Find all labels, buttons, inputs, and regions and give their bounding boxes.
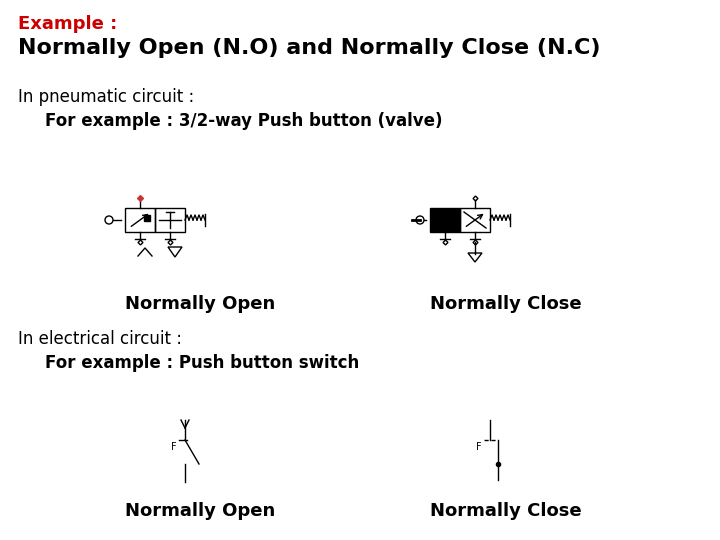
Bar [125, 208, 155, 232]
Text: For example : Push button switch: For example : Push button switch [45, 354, 359, 372]
Bar [430, 208, 460, 232]
Bar [460, 208, 490, 232]
Text: In electrical circuit :: In electrical circuit : [18, 330, 182, 348]
Text: For example : 3/2-way Push button (valve): For example : 3/2-way Push button (valve… [45, 112, 443, 130]
Text: F: F [476, 442, 482, 452]
Text: Normally Close: Normally Close [430, 295, 582, 313]
Text: In pneumatic circuit :: In pneumatic circuit : [18, 88, 194, 106]
Text: Example :: Example : [18, 15, 117, 33]
Text: Normally Open (N.O) and Normally Close (N.C): Normally Open (N.O) and Normally Close (… [18, 38, 600, 58]
Text: F: F [171, 442, 176, 452]
Text: Normally Open: Normally Open [125, 295, 275, 313]
Text: Normally Close: Normally Close [430, 502, 582, 520]
Text: Normally Open: Normally Open [125, 502, 275, 520]
Bar [155, 208, 185, 232]
